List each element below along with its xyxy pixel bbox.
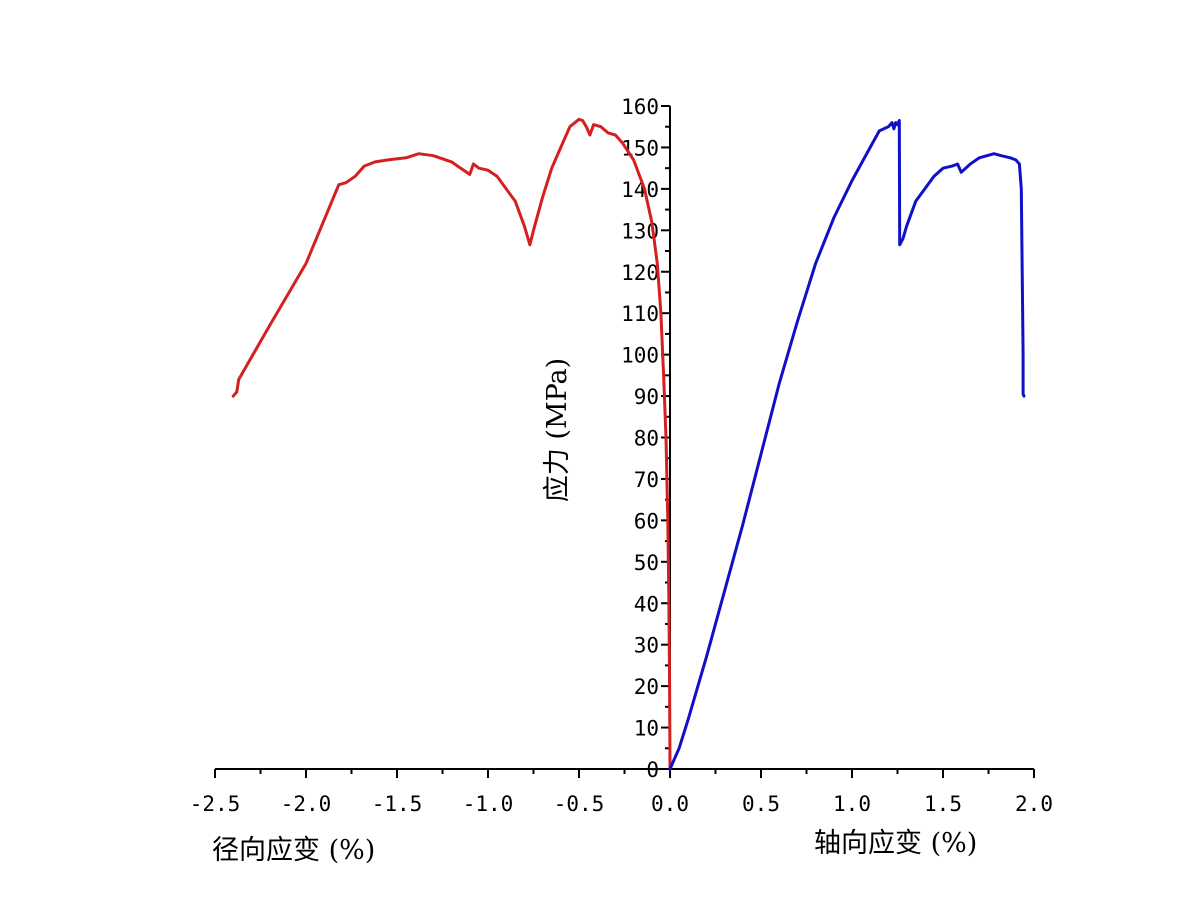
- x-ticks: -2.5 -2.0 -1.5 -1.0 -0.5 0.0 0.5 1.0 1.5 2.0: [190, 769, 1053, 816]
- y-tick-label: 80: [634, 427, 659, 451]
- axes: -2.5 -2.0 -1.5 -1.0 -0.5 0.0 0.5 1.0 1.5 2.0 0 10 2…: [190, 95, 1053, 816]
- y-tick-label: 20: [634, 675, 659, 699]
- x-tick-label: -1.0: [463, 792, 514, 816]
- series-radial-strain-line: [231, 117, 672, 771]
- x-tick-label: 0.0: [651, 792, 689, 816]
- x-tick-label: -2.5: [190, 792, 241, 816]
- x-tick-label: -0.5: [554, 792, 605, 816]
- x-tick-label: -2.0: [281, 792, 332, 816]
- y-tick-label: 90: [634, 385, 659, 409]
- y-tick-label: 40: [634, 592, 659, 616]
- x-axis-title-radial: 径向应变 (%): [212, 835, 375, 866]
- y-tick-label: 160: [621, 95, 659, 119]
- y-tick-label: 70: [634, 468, 659, 492]
- y-tick-label: 30: [634, 634, 659, 658]
- x-tick-label: -1.5: [372, 792, 423, 816]
- x-tick-label: 0.5: [742, 792, 780, 816]
- y-tick-label: 100: [621, 344, 659, 368]
- x-tick-label: 1.5: [924, 792, 962, 816]
- y-tick-label: 60: [634, 509, 659, 533]
- y-tick-label: 50: [634, 551, 659, 575]
- y-tick-label: 120: [621, 261, 659, 285]
- y-tick-label: 140: [621, 178, 659, 202]
- y-tick-label: 0: [646, 758, 659, 782]
- series-layer: [231, 117, 1026, 771]
- x-tick-label: 2.0: [1015, 792, 1053, 816]
- x-tick-label: 1.0: [833, 792, 871, 816]
- series-axial-strain-line: [668, 119, 1026, 771]
- y-axis-title: 应力 (MPa): [542, 358, 573, 502]
- y-tick-label: 110: [621, 302, 659, 326]
- x-axis-title-axial: 轴向应变 (%): [814, 828, 977, 859]
- y-tick-label: 10: [634, 717, 659, 741]
